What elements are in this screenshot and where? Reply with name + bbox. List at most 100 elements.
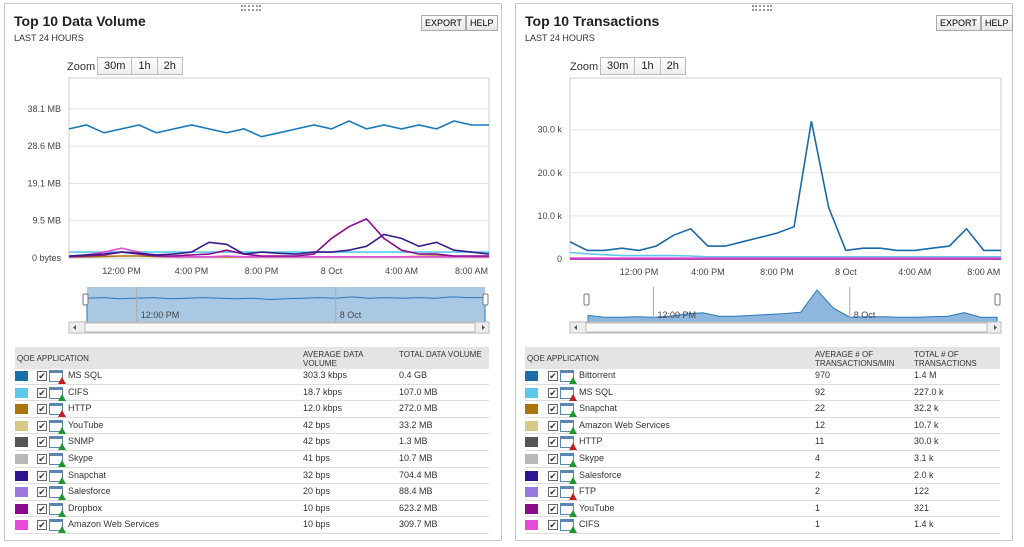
column-header[interactable]: AVERAGE # OF TRANSACTIONS/MIN (815, 350, 895, 368)
scroll-left-icon[interactable] (73, 325, 76, 330)
avg-value: 1 (815, 502, 821, 513)
row-checkbox[interactable]: ✔ (37, 520, 47, 531)
row-checkbox[interactable]: ✔ (37, 404, 47, 415)
row-checkbox[interactable]: ✔ (37, 454, 47, 464)
app-name[interactable]: FTP (579, 486, 596, 497)
table-row: ✔ Amazon Web Services 12 10.7 k (525, 418, 1000, 435)
series-line-ms-sql (68, 120, 489, 138)
row-checkbox[interactable]: ✔ (548, 454, 558, 464)
app-name[interactable]: Bittorrent (579, 370, 616, 380)
zoom-option-2h[interactable]: 2h (660, 58, 685, 74)
app-name[interactable]: YouTube (579, 502, 615, 513)
row-checkbox[interactable]: ✔ (548, 387, 558, 398)
app-ok-icon (560, 403, 577, 418)
total-value: 88.4 MB (399, 486, 433, 497)
scrollbar-thumb[interactable] (585, 322, 988, 333)
app-name[interactable]: Snapchat (579, 403, 618, 414)
export-button[interactable]: EXPORT (936, 15, 981, 31)
app-alert-icon (49, 403, 66, 418)
series-line-bittorrent (569, 120, 1001, 252)
row-checkbox[interactable]: ✔ (37, 387, 47, 398)
column-header[interactable]: QOE APPLICATION (527, 354, 599, 363)
app-ok-icon (49, 502, 66, 517)
app-name[interactable]: MS SQL (579, 386, 614, 397)
app-name[interactable]: HTTP (68, 403, 92, 414)
zoom-label: Zoom (570, 61, 599, 73)
navigator-left-handle[interactable] (583, 293, 590, 306)
app-name[interactable]: Salesforce (579, 469, 622, 480)
panel-title: Top 10 Data Volume (14, 13, 146, 29)
table-row: ✔ MS SQL 303.3 kbps 0.4 GB (15, 368, 489, 385)
app-name[interactable]: Dropbox (68, 502, 103, 513)
row-checkbox[interactable]: ✔ (548, 520, 558, 531)
row-checkbox[interactable]: ✔ (548, 503, 558, 514)
row-checkbox[interactable]: ✔ (37, 420, 47, 431)
app-ok-icon (49, 386, 66, 401)
total-value: 107.0 MB (399, 386, 438, 397)
x-tick-label: 8:00 AM (967, 267, 1000, 277)
row-checkbox[interactable]: ✔ (548, 487, 558, 498)
app-alert-icon (560, 436, 577, 451)
app-name[interactable]: SNMP (68, 436, 95, 447)
x-tick-label: 4:00 AM (385, 266, 418, 276)
app-name[interactable]: Amazon Web Services (579, 419, 670, 430)
app-name[interactable]: Amazon Web Services (68, 519, 159, 530)
app-name[interactable]: Skype (68, 453, 94, 463)
table-row: ✔ Salesforce 20 bps 88.4 MB (15, 484, 489, 501)
x-tick-label: 8 Oct (835, 267, 857, 277)
zoom-option-30m[interactable]: 30m (98, 58, 133, 74)
app-name[interactable]: HTTP (579, 436, 603, 447)
scrollbar-thumb[interactable] (84, 322, 476, 333)
scroll-right-icon[interactable] (482, 325, 485, 330)
navigator-right-handle[interactable] (994, 293, 1001, 306)
row-checkbox[interactable]: ✔ (37, 437, 47, 448)
column-header[interactable]: AVERAGE DATA VOLUME (303, 350, 364, 368)
row-checkbox[interactable]: ✔ (37, 470, 47, 481)
color-swatch (525, 420, 538, 431)
table-row: ✔ Skype 41 bps 10.7 MB (15, 451, 489, 468)
app-name[interactable]: CIFS (68, 386, 89, 397)
row-checkbox[interactable]: ✔ (37, 503, 47, 514)
row-checkbox[interactable]: ✔ (37, 487, 47, 498)
help-button[interactable]: HELP (466, 15, 498, 31)
app-name[interactable]: CIFS (579, 519, 600, 530)
avg-value: 92 (815, 386, 826, 397)
series-line-ms-sql (569, 251, 1001, 258)
zoom-option-1h[interactable]: 1h (635, 58, 661, 74)
navigator-left-handle[interactable] (82, 293, 89, 306)
row-checkbox[interactable]: ✔ (548, 420, 558, 431)
column-header[interactable]: TOTAL # OF TRANSACTIONS (914, 350, 977, 368)
navigator-right-handle[interactable] (482, 293, 489, 306)
plot-area (569, 77, 1002, 260)
app-name[interactable]: YouTube (68, 419, 104, 430)
zoom-option-2h[interactable]: 2h (157, 58, 182, 74)
row-checkbox[interactable]: ✔ (548, 371, 558, 381)
total-value: 227.0 k (914, 386, 944, 397)
app-name[interactable]: Skype (579, 453, 605, 463)
column-header[interactable]: TOTAL DATA VOLUME (399, 350, 482, 359)
color-swatch (15, 487, 28, 498)
app-ok-icon (560, 519, 577, 534)
drag-handle[interactable] (752, 5, 772, 11)
export-button[interactable]: EXPORT (421, 15, 466, 31)
row-checkbox[interactable]: ✔ (548, 404, 558, 415)
zoom-option-30m[interactable]: 30m (601, 58, 636, 74)
x-tick-label: 12:00 PM (620, 267, 659, 277)
app-name[interactable]: MS SQL (68, 370, 103, 380)
table-row: ✔ Amazon Web Services 10 bps 309.7 MB (15, 517, 489, 534)
row-checkbox[interactable]: ✔ (548, 470, 558, 481)
scroll-left-icon[interactable] (574, 325, 577, 330)
app-ok-icon (560, 370, 577, 384)
app-name[interactable]: Snapchat (68, 469, 107, 480)
app-name[interactable]: Salesforce (68, 486, 111, 497)
row-checkbox[interactable]: ✔ (37, 371, 47, 381)
x-tick-label: 8:00 PM (760, 267, 794, 277)
zoom-option-1h[interactable]: 1h (132, 58, 158, 74)
drag-handle[interactable] (241, 5, 261, 11)
help-button[interactable]: HELP (981, 15, 1013, 31)
row-checkbox[interactable]: ✔ (548, 437, 558, 448)
scroll-right-icon[interactable] (994, 325, 997, 330)
avg-value: 20 bps (303, 486, 331, 497)
table-row: ✔ CIFS 18.7 kbps 107.0 MB (15, 385, 489, 402)
column-header[interactable]: QOE APPLICATION (17, 354, 89, 363)
